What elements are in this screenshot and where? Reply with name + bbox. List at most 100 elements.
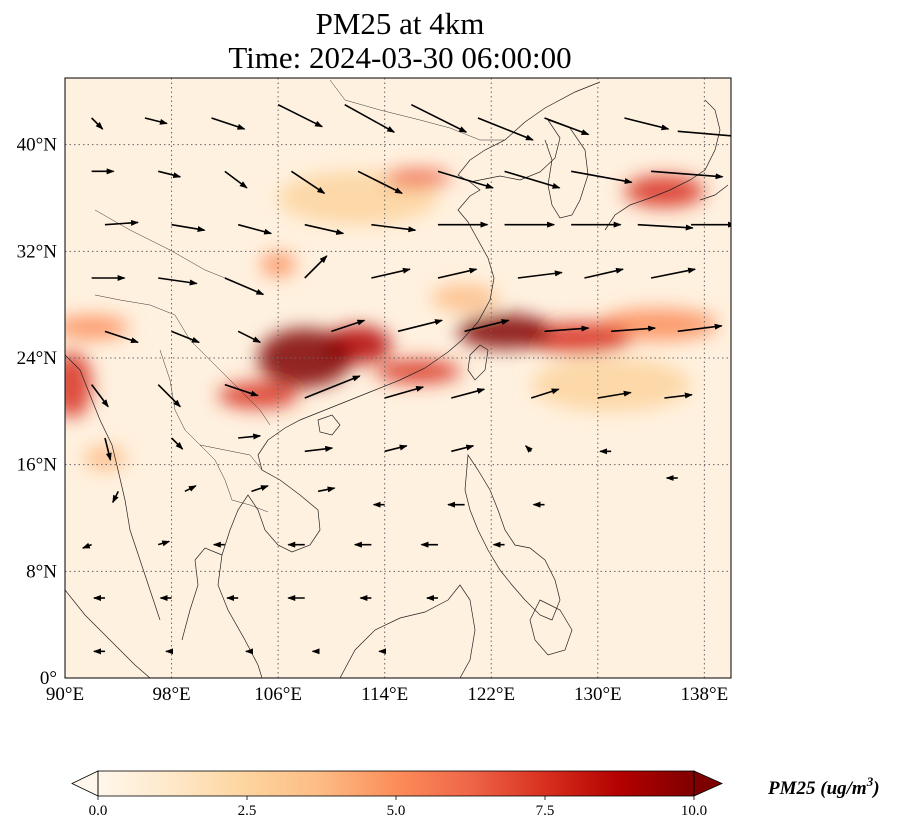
wind-arrow bbox=[144, 117, 168, 125]
wind-arrow bbox=[410, 103, 468, 133]
china-coastline bbox=[267, 81, 601, 441]
wind-arrow bbox=[211, 117, 246, 130]
wind-arrow bbox=[451, 388, 486, 399]
x-tick-label: 98°E bbox=[152, 684, 190, 705]
wind-arrow bbox=[437, 170, 494, 189]
colorbar-extend-low bbox=[71, 770, 99, 797]
y-tick-label: 32°N bbox=[17, 241, 58, 262]
colorbar-extend-high bbox=[693, 770, 723, 797]
colorbar-body bbox=[98, 771, 694, 796]
wind-arrow bbox=[170, 437, 184, 450]
wind-arrow bbox=[171, 223, 206, 232]
border-line bbox=[159, 349, 233, 501]
borneo-coastline bbox=[339, 584, 476, 678]
wind-arrow bbox=[371, 223, 417, 233]
y-tick-label: 8°N bbox=[26, 561, 57, 582]
title-line-1: PM25 at 4km bbox=[315, 6, 485, 41]
y-tick-label: 24°N bbox=[17, 348, 58, 369]
wind-arrow bbox=[304, 375, 361, 399]
wind-arrow bbox=[584, 267, 624, 279]
wind-arrow bbox=[317, 486, 336, 493]
wind-arrow bbox=[90, 384, 109, 408]
wind-arrow bbox=[524, 445, 533, 453]
pm25-plume bbox=[83, 446, 127, 470]
x-tick-label: 130°E bbox=[574, 684, 622, 705]
wind-arrow bbox=[224, 170, 248, 189]
wind-arrow bbox=[517, 270, 563, 279]
colorbar-tick-label: 5.0 bbox=[387, 803, 406, 819]
wind-arrow bbox=[624, 117, 670, 131]
indochina-coastline bbox=[217, 439, 321, 678]
wind-arrow bbox=[611, 325, 657, 333]
pm25-plume bbox=[384, 168, 452, 188]
wind-arrow bbox=[304, 255, 328, 279]
taiwan-coastline bbox=[467, 344, 489, 381]
wind-arrow bbox=[677, 323, 723, 333]
pm25-plume bbox=[431, 284, 498, 312]
wind-arrow bbox=[112, 490, 119, 504]
colorbar-label-close: ) bbox=[871, 778, 879, 799]
border-line bbox=[329, 79, 505, 141]
wind-arrow bbox=[251, 485, 269, 493]
wind-arrow bbox=[530, 388, 560, 399]
y-tick-label: 0° bbox=[40, 668, 57, 689]
wind-arrow bbox=[384, 444, 408, 453]
wind-arrow bbox=[290, 170, 326, 194]
wind-arrow bbox=[158, 277, 198, 286]
wind-arrow bbox=[464, 319, 510, 333]
wind-arrow bbox=[237, 330, 262, 344]
x-tick-label: 90°E bbox=[46, 684, 84, 705]
gulf-thailand-coastline bbox=[181, 547, 223, 641]
mindanao-coastline bbox=[529, 599, 573, 656]
wind-vectors bbox=[81, 103, 731, 655]
border-line bbox=[231, 499, 269, 513]
wind-arrow bbox=[397, 319, 443, 333]
x-tick-label: 138°E bbox=[681, 684, 729, 705]
wind-arrow bbox=[184, 485, 197, 493]
colorbar: 0.0 2.5 5.0 7.5 10.0 PM25 (ug/m3) bbox=[71, 770, 880, 819]
wind-arrow bbox=[224, 277, 265, 296]
y-tick-label: 40°N bbox=[17, 135, 58, 156]
wind-arrow bbox=[544, 325, 590, 333]
wind-arrow bbox=[238, 433, 262, 440]
wind-arrow bbox=[304, 223, 345, 235]
wind-arrow bbox=[677, 130, 731, 137]
pm25-plume bbox=[624, 175, 705, 208]
wind-arrow bbox=[571, 170, 633, 185]
wind-arrow bbox=[384, 386, 425, 399]
border-line bbox=[94, 294, 271, 426]
wind-arrow bbox=[104, 437, 112, 461]
wind-arrow bbox=[277, 103, 324, 128]
wind-arrow bbox=[81, 542, 92, 549]
philippines-coastline bbox=[464, 453, 561, 621]
japan-coastline bbox=[604, 99, 729, 231]
wind-arrow bbox=[237, 223, 273, 235]
y-axis-ticks: 0° 8°N 16°N 24°N 32°N 40°N bbox=[17, 135, 58, 689]
wind-arrow bbox=[304, 445, 334, 453]
colorbar-tick-label: 7.5 bbox=[536, 803, 555, 819]
wind-arrow bbox=[104, 219, 139, 226]
colorbar-label: PM25 (ug/m3) bbox=[767, 774, 880, 799]
wind-arrow bbox=[158, 170, 182, 179]
coastlines bbox=[65, 81, 729, 678]
x-tick-label: 114°E bbox=[361, 684, 408, 705]
wind-arrow bbox=[664, 392, 693, 399]
map-panel bbox=[64, 77, 732, 679]
sumatra-coastline bbox=[65, 589, 151, 678]
bohai-coastline bbox=[469, 119, 561, 183]
korea-coastline bbox=[544, 119, 589, 219]
wind-arrow bbox=[504, 170, 561, 189]
border-line bbox=[199, 444, 263, 471]
pm25-plume bbox=[457, 314, 552, 349]
wind-arrow bbox=[371, 267, 411, 279]
x-tick-label: 106°E bbox=[254, 684, 302, 705]
wind-arrow bbox=[651, 170, 724, 180]
wind-arrow bbox=[224, 383, 259, 397]
wind-arrow bbox=[158, 540, 171, 547]
wind-arrow bbox=[331, 319, 366, 333]
pm25-plume bbox=[260, 252, 296, 277]
pm25-plume bbox=[65, 351, 92, 418]
wind-arrow bbox=[637, 223, 694, 231]
pm25-plume bbox=[524, 322, 632, 354]
